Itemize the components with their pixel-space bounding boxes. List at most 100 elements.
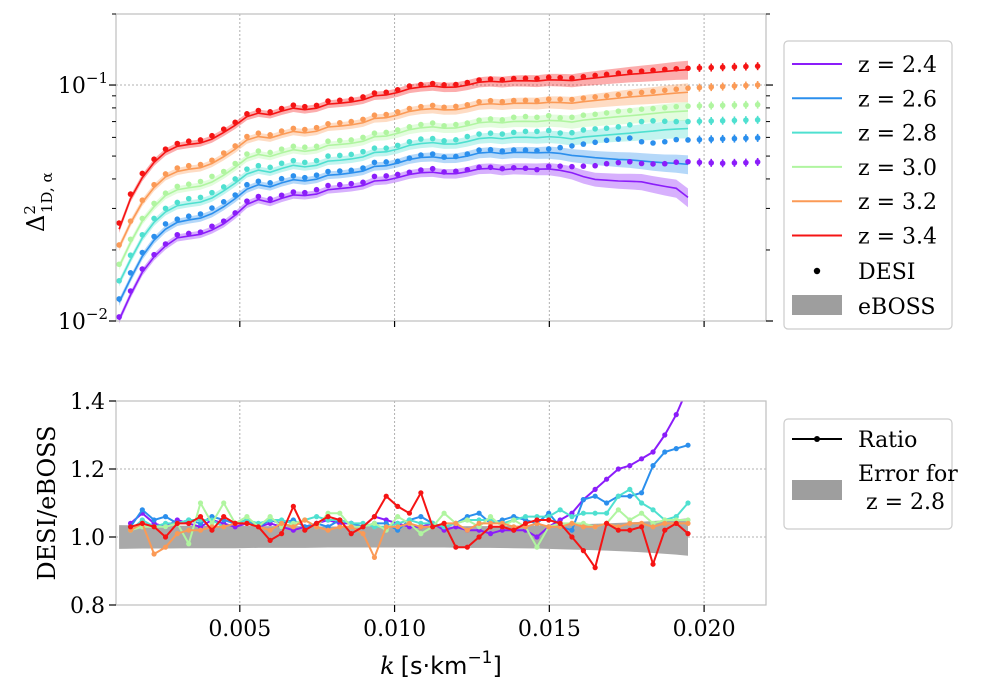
- ratio-point-4-15: [302, 517, 308, 523]
- desi-point-5-37: [545, 74, 552, 81]
- legend-label-3: z = 3.0: [858, 156, 937, 181]
- desi-point-3-17: [313, 143, 320, 150]
- desi-point-4-43: [615, 91, 622, 98]
- desi-point-0-46: [650, 161, 656, 167]
- desi-point-2-42: [603, 125, 610, 132]
- desi-point-0-43: [615, 159, 622, 166]
- desi-point-2-48: [673, 118, 680, 125]
- desi-point-5-3: [151, 156, 157, 162]
- desi-point-4-9: [220, 150, 227, 156]
- ratio-point-0-48: [685, 385, 690, 390]
- desi-point-0-20: [348, 180, 355, 187]
- ratio-point-3-6: [197, 500, 204, 506]
- ratio-point-4-3: [162, 544, 169, 550]
- desi-point-1-40: [580, 141, 587, 147]
- ratio-point-5-47: [673, 520, 679, 527]
- ratio-point-5-24: [406, 510, 413, 516]
- desi-point-3-38: [557, 115, 563, 121]
- ratio-point-4-22: [383, 524, 389, 530]
- desi-point-1-31: [476, 147, 482, 153]
- desi-point-4-26: [418, 103, 424, 110]
- legend-label-5: z = 3.4: [858, 225, 937, 250]
- desi-point-2-17: [313, 157, 320, 164]
- desi-point-2-34: [510, 129, 517, 136]
- ratio-point-5-22: [383, 493, 389, 499]
- desi-point-4-36: [534, 97, 540, 104]
- desi-point-5-16: [302, 103, 308, 110]
- legend-label-1: z = 2.6: [858, 87, 937, 112]
- ratio-point-3-8: [221, 500, 227, 506]
- desi-point-2-44: [627, 122, 633, 128]
- bot-ytick-label-2: 1.2: [70, 458, 105, 483]
- desi-point-3-5: [174, 183, 181, 190]
- ratio-point-1-43: [627, 493, 633, 499]
- desi-point-2-39: [569, 129, 575, 136]
- desi-point-0-23: [383, 173, 390, 179]
- ratio-point-5-12: [267, 537, 273, 544]
- ratio-point-5-28: [453, 544, 459, 550]
- desi-point-4-4: [162, 171, 169, 177]
- desi-point-3-12: [255, 148, 262, 154]
- ratio-point-4-2: [151, 551, 157, 557]
- bottom-ytick-labels: 0.8 1.0 1.2 1.4: [70, 390, 105, 619]
- ratio-point-5-46: [662, 527, 668, 533]
- desi-point-3-4: [162, 190, 169, 197]
- desi-point-3-6: [185, 181, 192, 187]
- ratio-point-5-1: [139, 520, 145, 527]
- desi-point-5-48: [673, 65, 680, 72]
- desi-point-5-24: [394, 86, 401, 93]
- desi-point-4-37: [545, 96, 552, 102]
- desi-point-2-31: [476, 131, 482, 137]
- desi-point-1-29: [453, 153, 459, 160]
- desi-point-2-19: [336, 152, 343, 159]
- desi-point-4-29: [453, 103, 459, 110]
- desi-point-2-2: [139, 231, 146, 238]
- desi-point-2-32: [487, 130, 494, 136]
- desi-point-2-13: [267, 164, 273, 171]
- ratio-point-5-6: [197, 514, 204, 520]
- ratio-point-5-48: [685, 531, 691, 537]
- desi-point-0-47: [661, 160, 668, 167]
- desi-point-0-21: [360, 179, 366, 186]
- desi-point-5-46: [650, 67, 656, 74]
- ratio-point-5-45: [650, 561, 656, 567]
- desi-point-0-35: [522, 165, 529, 172]
- legend-label-0: z = 2.4: [858, 53, 937, 78]
- desi-point-2-30: [464, 133, 471, 140]
- desi-point-1-41: [592, 139, 598, 146]
- desi-point-5-14: [278, 105, 285, 112]
- ratio-point-4-39: [580, 524, 586, 530]
- desi-point-1-24: [394, 158, 401, 165]
- desi-point-0-0: [116, 314, 122, 320]
- desi-point-4-17: [313, 124, 320, 131]
- desi-point-2-20: [348, 151, 355, 158]
- desi-point-1-38: [557, 144, 563, 151]
- desi-point-5-49: [685, 65, 691, 72]
- desi-point-0-30: [464, 166, 471, 173]
- desi-point-3-49: [685, 103, 691, 109]
- bottom-panel: 0.005 0.010 0.015 0.020 0.8 1.0 1.2 1.4 DESI/e…: [33, 385, 767, 680]
- desi-point-1-13: [267, 180, 273, 186]
- desi-point-3-42: [603, 110, 610, 116]
- legend-eboss-label: eBOSS: [858, 295, 935, 320]
- ratio-point-3-12: [267, 514, 273, 520]
- ratio-point-5-23: [395, 503, 401, 509]
- desi-point-3-28: [441, 122, 447, 129]
- ratio-point-5-25: [418, 490, 424, 496]
- ratio-point-4-23: [395, 524, 401, 530]
- ratio-point-4-14: [290, 524, 296, 530]
- bottom-legend: Ratio Error for z = 2.8: [783, 418, 958, 530]
- ratio-point-1-25: [418, 514, 424, 520]
- desi-point-2-10: [232, 176, 238, 182]
- desi-point-4-1: [127, 218, 134, 224]
- desi-point-5-29: [453, 81, 459, 88]
- legend-ratio-label: Ratio: [858, 428, 917, 453]
- desi-point-0-10: [232, 210, 238, 216]
- desi-point-0-39: [569, 163, 575, 170]
- desi-point-1-4: [162, 221, 169, 227]
- ratio-point-1-1: [139, 507, 145, 513]
- top-ytick-label-1: 10−1: [58, 69, 108, 99]
- desi-point-2-24: [394, 142, 401, 149]
- top-ticks: [109, 13, 773, 327]
- desi-point-2-23: [383, 145, 390, 151]
